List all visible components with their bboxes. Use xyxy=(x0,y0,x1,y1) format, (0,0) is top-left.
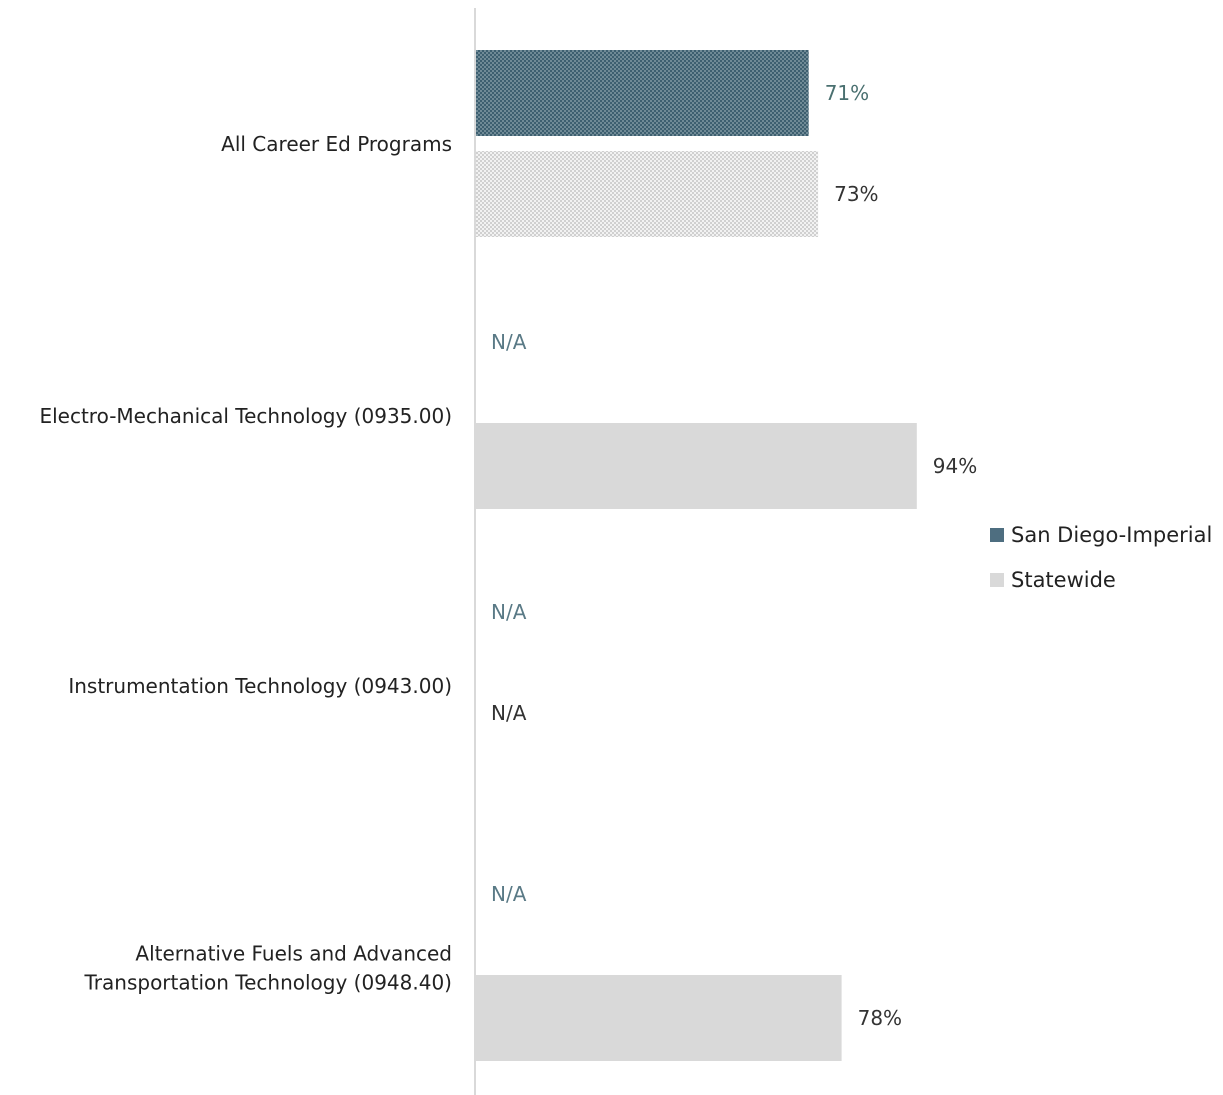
legend-swatch-series-2 xyxy=(990,572,1004,587)
bar-2-4 xyxy=(475,975,842,1061)
bars-group xyxy=(475,50,917,1061)
bar-2-2 xyxy=(475,423,917,509)
bar-1-1 xyxy=(475,50,809,136)
legend-item-series-2: Statewide xyxy=(990,557,1212,602)
category-label-4: Alternative Fuels and Advanced Transporta… xyxy=(84,942,452,995)
na-label-1-3: N/A xyxy=(491,600,527,624)
data-label-2-2: 94% xyxy=(933,454,977,478)
legend-swatch-series-1 xyxy=(990,527,1004,542)
bar-2-1 xyxy=(475,151,819,237)
legend-label-series-1: San Diego-Imperial xyxy=(1011,522,1213,547)
category-label-3: Instrumentation Technology (0943.00) xyxy=(68,674,452,698)
data-label-2-1: 73% xyxy=(834,182,878,206)
data-label-1-1: 71% xyxy=(825,81,869,105)
category-label-2: Electro-Mechanical Technology (0935.00) xyxy=(39,404,452,428)
legend: San Diego-Imperial Statewide xyxy=(990,512,1212,602)
na-label-1-2: N/A xyxy=(491,330,527,354)
na-label-2-3: N/A xyxy=(491,701,527,725)
na-label-1-4: N/A xyxy=(491,882,527,906)
legend-label-series-2: Statewide xyxy=(1011,567,1116,592)
category-label-1: All Career Ed Programs xyxy=(221,132,452,156)
labels-group: All Career Ed Programs 71% 73% Electro-Mech… xyxy=(39,81,977,1030)
data-label-2-4: 78% xyxy=(858,1006,902,1030)
legend-item-series-1: San Diego-Imperial xyxy=(990,512,1212,557)
